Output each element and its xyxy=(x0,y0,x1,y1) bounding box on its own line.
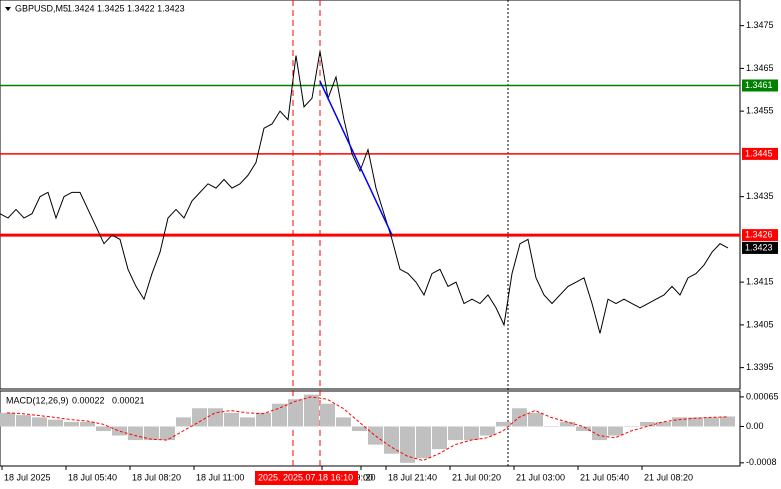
macd-bar xyxy=(16,415,31,427)
macd-main: 0.00022 xyxy=(72,395,105,405)
x-tick-label: 18 Jul 2025 xyxy=(4,472,51,482)
y-tick-label: 1.3465 xyxy=(746,63,774,73)
level-label: 1.3461 xyxy=(745,80,773,90)
macd-bar xyxy=(160,426,175,441)
macd-bar xyxy=(272,403,287,427)
macd-bar xyxy=(256,412,271,427)
macd-bar xyxy=(336,417,351,427)
y-tick-label: 0.00065 xyxy=(746,391,779,401)
crosshair-label: 2025. 2025.07.18 16:10 xyxy=(258,472,353,482)
y-tick-label: 1.3455 xyxy=(746,106,774,116)
trend-line xyxy=(319,80,393,236)
macd-bar xyxy=(304,394,319,427)
macd-bar xyxy=(592,426,607,441)
x-tick-label: 18 Jul 21:40 xyxy=(388,472,437,482)
macd-bar xyxy=(448,426,463,441)
macd-bar xyxy=(48,419,63,427)
macd-bar xyxy=(704,417,719,427)
macd-bar xyxy=(656,421,671,427)
macd-bar xyxy=(688,417,703,427)
macd-bar xyxy=(352,426,367,431)
macd-bar xyxy=(624,426,639,427)
x-tick-label: 21 Jul 05:40 xyxy=(580,472,629,482)
macd-bar xyxy=(96,426,111,431)
macd-bar xyxy=(112,426,127,436)
x-tick-label: 21 Jul 08:20 xyxy=(644,472,693,482)
macd-bar xyxy=(128,426,143,441)
y-tick-label: 1.3405 xyxy=(746,319,774,329)
macd-bar xyxy=(32,417,47,427)
y-tick-label: 1.3435 xyxy=(746,191,774,201)
macd-bar xyxy=(208,408,223,427)
ohlc: 1.3424 1.3425 1.3422 1.3423 xyxy=(67,3,185,13)
price-frame xyxy=(0,0,741,390)
macd-bar xyxy=(528,412,543,427)
macd-bar xyxy=(416,426,431,459)
x-tick-label: 21 Jul 00:20 xyxy=(452,472,501,482)
level-label-bg xyxy=(742,229,778,242)
macd-bar xyxy=(320,403,335,427)
macd-bar xyxy=(384,426,399,454)
x-tick-label: 18 Jul 11:00 xyxy=(196,472,244,482)
macd-bar xyxy=(576,426,591,431)
macd-bar xyxy=(480,426,495,436)
level-label: 1.3445 xyxy=(745,148,773,158)
macd-bar xyxy=(720,416,735,427)
macd-bar xyxy=(400,426,415,463)
macd-bar xyxy=(224,412,239,427)
macd-signal: 0.00021 xyxy=(112,395,145,405)
macd-bar xyxy=(192,408,207,427)
macd-bar xyxy=(80,421,95,427)
level-label-bg xyxy=(742,79,778,92)
macd-bar xyxy=(0,412,15,427)
macd-bar xyxy=(240,417,255,427)
y-tick-label: 1.3395 xyxy=(746,362,774,372)
level-label: 1.3423 xyxy=(745,242,773,252)
macd-bar xyxy=(608,426,623,436)
x-tick-label: 18 Jul 05:40 xyxy=(68,472,117,482)
macd-bar xyxy=(176,417,191,427)
y-tick-label: -0.0008 xyxy=(746,457,777,467)
symbol-title: GBPUSD,M5 xyxy=(15,3,68,13)
macd-bar xyxy=(368,426,383,445)
price-line xyxy=(0,51,729,334)
y-tick-label: 1.3475 xyxy=(746,20,774,30)
macd-bar xyxy=(464,426,479,441)
macd-bar xyxy=(432,426,447,450)
y-tick-label: 0.00 xyxy=(746,421,764,431)
macd-bar xyxy=(496,421,511,427)
macd-bar xyxy=(640,421,655,427)
crosshair-label-bg xyxy=(255,471,358,485)
x-tick-label: 18 Jul 08:20 xyxy=(132,472,181,482)
macd-bar xyxy=(672,417,687,427)
signal-line xyxy=(6,396,728,462)
macd-title: MACD(12,26,9) xyxy=(6,395,69,405)
level-label-bg xyxy=(742,241,778,254)
macd-bar xyxy=(144,426,159,441)
macd-bar xyxy=(288,399,303,427)
x-tick-label: 21 Jul 03:00 xyxy=(516,472,565,482)
y-tick-label: 1.3415 xyxy=(746,277,774,287)
level-label: 1.3426 xyxy=(745,229,773,239)
macd-bar xyxy=(560,421,575,427)
macd-bar xyxy=(544,426,559,427)
macd-bar xyxy=(64,421,79,427)
x-tick-label: :20 xyxy=(363,472,376,482)
menu-arrow[interactable] xyxy=(5,7,11,11)
level-label-bg xyxy=(742,147,778,160)
